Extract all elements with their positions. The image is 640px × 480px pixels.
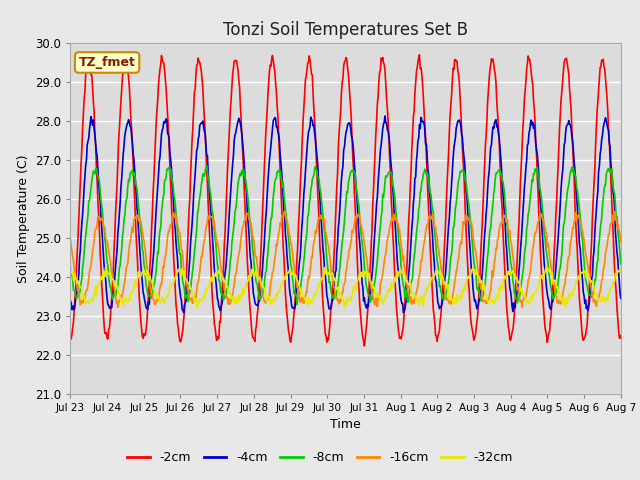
Line: -32cm: -32cm bbox=[70, 266, 621, 308]
-4cm bbox=[67, 298, 74, 304]
-2cm bbox=[360, 343, 368, 349]
-32cm bbox=[219, 277, 227, 283]
Legend: -2cm, -4cm, -8cm, -16cm, -32cm: -2cm, -4cm, -8cm, -16cm, -32cm bbox=[122, 446, 518, 469]
-16cm bbox=[617, 239, 625, 245]
-16cm bbox=[413, 286, 421, 291]
Line: -2cm: -2cm bbox=[70, 55, 621, 346]
-2cm bbox=[189, 125, 196, 131]
X-axis label: Time: Time bbox=[330, 418, 361, 431]
Y-axis label: Soil Temperature (C): Soil Temperature (C) bbox=[17, 154, 29, 283]
-4cm bbox=[617, 296, 625, 301]
-2cm bbox=[77, 178, 84, 184]
-32cm bbox=[189, 290, 196, 296]
-32cm bbox=[543, 264, 550, 269]
-8cm bbox=[189, 266, 196, 272]
-8cm bbox=[203, 163, 211, 168]
-16cm bbox=[218, 276, 226, 281]
-8cm bbox=[133, 185, 141, 191]
-32cm bbox=[67, 264, 74, 270]
Line: -8cm: -8cm bbox=[70, 166, 621, 305]
-32cm bbox=[617, 266, 625, 272]
-32cm bbox=[194, 305, 202, 311]
-8cm bbox=[67, 264, 74, 270]
-8cm bbox=[617, 261, 625, 267]
-8cm bbox=[430, 223, 438, 228]
-4cm bbox=[180, 310, 188, 315]
Line: -16cm: -16cm bbox=[70, 211, 621, 307]
-2cm bbox=[430, 312, 438, 318]
-4cm bbox=[381, 113, 389, 119]
-16cm bbox=[77, 302, 84, 308]
-32cm bbox=[77, 284, 84, 289]
-4cm bbox=[133, 205, 141, 211]
-16cm bbox=[281, 208, 289, 214]
-16cm bbox=[429, 214, 437, 219]
-2cm bbox=[67, 332, 74, 338]
-16cm bbox=[133, 213, 141, 219]
-8cm bbox=[77, 286, 84, 292]
-4cm bbox=[430, 256, 438, 262]
Title: Tonzi Soil Temperatures Set B: Tonzi Soil Temperatures Set B bbox=[223, 21, 468, 39]
Text: TZ_fmet: TZ_fmet bbox=[79, 56, 136, 69]
-8cm bbox=[414, 217, 422, 223]
Line: -4cm: -4cm bbox=[70, 116, 621, 312]
-32cm bbox=[429, 276, 437, 281]
-4cm bbox=[219, 296, 227, 302]
-2cm bbox=[218, 289, 226, 295]
-16cm bbox=[189, 300, 196, 306]
-4cm bbox=[414, 137, 422, 143]
-16cm bbox=[67, 236, 74, 241]
-2cm bbox=[415, 52, 423, 58]
-32cm bbox=[413, 299, 421, 304]
-16cm bbox=[518, 304, 526, 310]
-8cm bbox=[293, 302, 301, 308]
-2cm bbox=[617, 333, 625, 338]
-8cm bbox=[219, 290, 227, 296]
-32cm bbox=[133, 281, 141, 287]
-4cm bbox=[77, 247, 84, 253]
-4cm bbox=[190, 192, 198, 198]
-2cm bbox=[133, 249, 141, 254]
-2cm bbox=[413, 64, 421, 70]
